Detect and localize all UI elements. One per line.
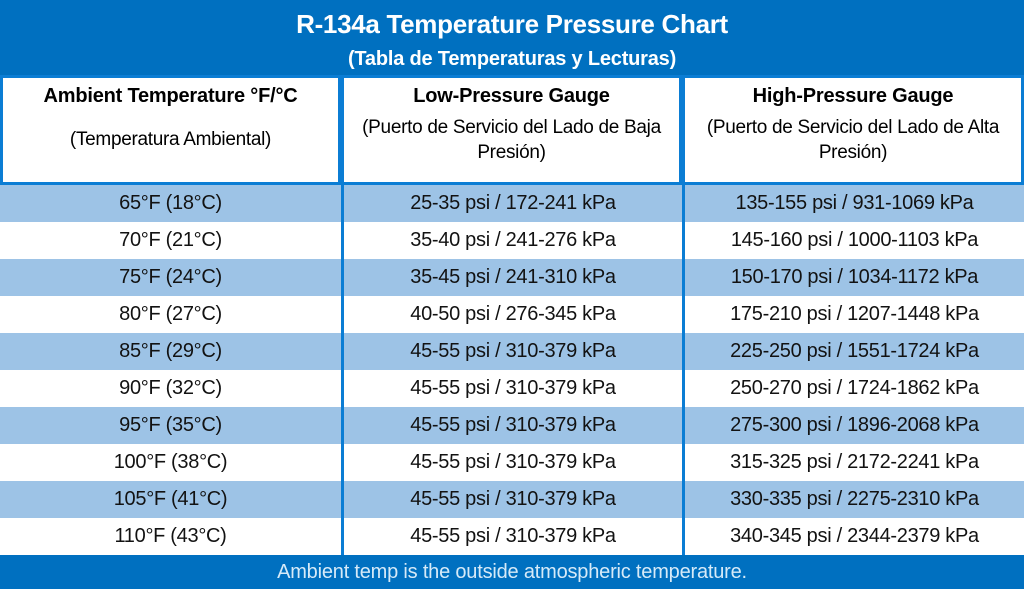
table-cell: 25-35 psi / 172-241 kPa bbox=[341, 185, 682, 222]
column-header-low-pressure-gauge: Low-Pressure Gauge (Puerto de Servicio d… bbox=[341, 75, 682, 185]
table-row: 75°F (24°C) 35-45 psi / 241-310 kPa 150-17… bbox=[0, 259, 1024, 296]
column-header-en: High-Pressure Gauge bbox=[752, 85, 954, 107]
table-cell: 95°F (35°C) bbox=[0, 407, 341, 444]
table-cell: 340-345 psi / 2344-2379 kPa bbox=[682, 518, 1024, 555]
table-cell: 100°F (38°C) bbox=[0, 444, 341, 481]
table-row: 100°F (38°C) 45-55 psi / 310-379 kPa 315-3… bbox=[0, 444, 1024, 481]
footer-note: Ambient temp is the outside atmospheric … bbox=[277, 560, 747, 583]
column-header-high-pressure-gauge: High-Pressure Gauge (Puerto de Servicio … bbox=[682, 75, 1024, 185]
table-cell: 45-55 psi / 310-379 kPa bbox=[341, 481, 682, 518]
column-header-es: (Puerto de Servicio del Lado de Baja Pre… bbox=[362, 116, 661, 163]
table-cell: 250-270 psi / 1724-1862 kPa bbox=[682, 370, 1024, 407]
table-row: 85°F (29°C) 45-55 psi / 310-379 kPa 225-25… bbox=[0, 333, 1024, 370]
table-cell: 315-325 psi / 2172-2241 kPa bbox=[682, 444, 1024, 481]
table-cell: 135-155 psi / 931-1069 kPa bbox=[682, 185, 1024, 222]
table-body: 65°F (18°C) 25-35 psi / 172-241 kPa 135-15… bbox=[0, 185, 1024, 555]
table-cell: 275-300 psi / 1896-2068 kPa bbox=[682, 407, 1024, 444]
table-header-row: Ambient Temperature °F/°C (Temperatura A… bbox=[0, 75, 1024, 185]
table-cell: 35-40 psi / 241-276 kPa bbox=[341, 222, 682, 259]
column-header-es: (Temperatura Ambiental) bbox=[69, 129, 272, 151]
table-cell: 225-250 psi / 1551-1724 kPa bbox=[682, 333, 1024, 370]
table-cell: 145-160 psi / 1000-1103 kPa bbox=[682, 222, 1024, 259]
table-cell: 150-170 psi / 1034-1172 kPa bbox=[682, 259, 1024, 296]
table-cell: 175-210 psi / 1207-1448 kPa bbox=[682, 296, 1024, 333]
table-row: 70°F (21°C) 35-40 psi / 241-276 kPa 145-16… bbox=[0, 222, 1024, 259]
table-cell: 75°F (24°C) bbox=[0, 259, 341, 296]
table-cell: 45-55 psi / 310-379 kPa bbox=[341, 333, 682, 370]
table-cell: 45-55 psi / 310-379 kPa bbox=[341, 444, 682, 481]
column-header-en: Low-Pressure Gauge bbox=[413, 85, 610, 107]
table-cell: 90°F (32°C) bbox=[0, 370, 341, 407]
chart-banner: R-134a Temperature Pressure Chart (Tabla… bbox=[0, 0, 1024, 75]
table-cell: 110°F (43°C) bbox=[0, 518, 341, 555]
table-cell: 105°F (41°C) bbox=[0, 481, 341, 518]
table-cell: 45-55 psi / 310-379 kPa bbox=[341, 407, 682, 444]
table-row: 80°F (27°C) 40-50 psi / 276-345 kPa 175-21… bbox=[0, 296, 1024, 333]
table-row: 105°F (41°C) 45-55 psi / 310-379 kPa 330-3… bbox=[0, 481, 1024, 518]
table-row: 90°F (32°C) 45-55 psi / 310-379 kPa 250-27… bbox=[0, 370, 1024, 407]
table-row: 110°F (43°C) 45-55 psi / 310-379 kPa 340-3… bbox=[0, 518, 1024, 555]
page-title: R-134a Temperature Pressure Chart bbox=[296, 9, 728, 39]
table-cell: 80°F (27°C) bbox=[0, 296, 341, 333]
table-cell: 70°F (21°C) bbox=[0, 222, 341, 259]
table-cell: 330-335 psi / 2275-2310 kPa bbox=[682, 481, 1024, 518]
column-header-en: Ambient Temperature °F/°C bbox=[43, 85, 298, 107]
column-header-ambient-temperature: Ambient Temperature °F/°C (Temperatura A… bbox=[0, 75, 341, 185]
table-cell: 85°F (29°C) bbox=[0, 333, 341, 370]
table-cell: 65°F (18°C) bbox=[0, 185, 341, 222]
table-row: 65°F (18°C) 25-35 psi / 172-241 kPa 135-15… bbox=[0, 185, 1024, 222]
table-cell: 45-55 psi / 310-379 kPa bbox=[341, 370, 682, 407]
table-cell: 35-45 psi / 241-310 kPa bbox=[341, 259, 682, 296]
table-cell: 40-50 psi / 276-345 kPa bbox=[341, 296, 682, 333]
page-subtitle: (Tabla de Temperaturas y Lecturas) bbox=[347, 48, 677, 70]
table-cell: 45-55 psi / 310-379 kPa bbox=[341, 518, 682, 555]
column-header-es: (Puerto de Servicio del Lado de Alta Pre… bbox=[706, 116, 1000, 163]
table-row: 95°F (35°C) 45-55 psi / 310-379 kPa 275-30… bbox=[0, 407, 1024, 444]
